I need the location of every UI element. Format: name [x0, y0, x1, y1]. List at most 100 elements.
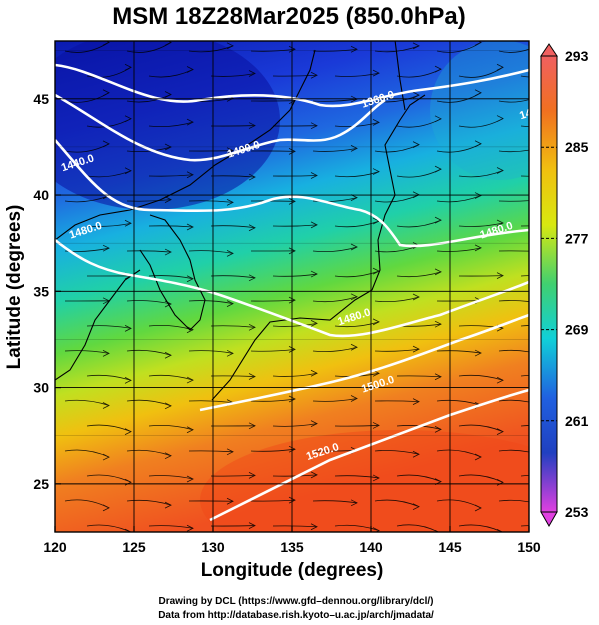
streamline — [312, 48, 358, 52]
streamline — [312, 246, 358, 253]
streamline-arrow — [350, 45, 358, 53]
streamline-arrow — [350, 194, 358, 201]
streamline-arrow — [248, 70, 256, 77]
streamline-arrow — [434, 216, 442, 224]
streamline-arrow — [164, 196, 172, 203]
streamline — [64, 399, 110, 406]
streamline-arrow — [559, 276, 565, 282]
streamline-arrow — [288, 148, 296, 155]
streamline-arrow — [164, 351, 172, 359]
streamline — [126, 499, 172, 506]
streamline — [334, 121, 380, 127]
streamline — [86, 325, 132, 329]
streamline-arrow — [372, 69, 380, 77]
streamline-arrow — [124, 428, 132, 436]
streamline-arrow — [164, 143, 172, 151]
streamline — [396, 375, 442, 378]
streamline-arrow — [372, 474, 380, 482]
streamline-arrow — [226, 349, 234, 357]
streamline-arrow — [537, 39, 543, 45]
colorbar-tick-label: 277 — [565, 230, 589, 246]
streamline — [374, 296, 420, 303]
streamline-arrow — [124, 528, 132, 532]
streamline — [272, 175, 318, 177]
streamline-arrow — [102, 244, 110, 252]
streamline-arrow — [372, 168, 380, 175]
streamline — [126, 199, 172, 202]
streamline — [126, 146, 172, 153]
contour-1500 — [199, 313, 529, 412]
streamline-arrow — [288, 296, 296, 304]
streamline — [188, 400, 234, 403]
streamline — [272, 224, 318, 227]
streamline-arrow — [474, 244, 482, 252]
streamline-arrow — [559, 224, 565, 230]
streamline — [520, 175, 529, 177]
streamline — [498, 48, 529, 53]
streamline-arrow — [124, 115, 132, 123]
credit-drawing: Drawing by DCL (https://www.gfd–dennou.o… — [158, 596, 433, 607]
streamline — [498, 349, 529, 353]
gridlines — [55, 41, 529, 532]
streamline — [458, 325, 504, 329]
streamline-arrow — [559, 171, 565, 177]
colorbar-max-arrow — [540, 43, 558, 57]
streamline — [210, 474, 256, 477]
streamline — [148, 174, 194, 177]
x-tick-label: 145 — [438, 539, 462, 555]
colorbar: 293 285 277 269 261 253 — [540, 43, 589, 528]
streamline-arrow — [102, 349, 110, 357]
streamline — [334, 270, 380, 278]
streamline-arrow — [288, 346, 296, 353]
streamline-arrow — [412, 503, 420, 511]
streamline-arrow — [248, 323, 256, 331]
streamline-arrow — [559, 66, 565, 72]
coastline-continent — [55, 49, 316, 241]
streamline-arrow — [496, 428, 504, 435]
streamline — [458, 222, 504, 227]
streamline-arrow — [434, 165, 442, 173]
streamline-arrow — [186, 118, 194, 126]
streamline — [334, 425, 380, 427]
streamline-arrow — [288, 496, 296, 504]
streamline-arrow — [372, 527, 380, 532]
streamline-arrow — [248, 522, 256, 529]
contour-1440 — [55, 139, 529, 248]
streamline-arrow — [226, 147, 234, 155]
x-axis: 120 125 130 135 140 145 150 — [43, 526, 541, 555]
streamline-arrow — [412, 398, 420, 405]
streamline-arrow — [248, 472, 256, 479]
streamline-arrow — [496, 272, 504, 279]
streamline-arrow — [226, 250, 234, 257]
streamline-arrow — [288, 395, 296, 403]
map-title: MSM 18Z28Mar2025 (850.0hPa) — [112, 3, 466, 30]
streamline-arrow — [248, 122, 256, 129]
streamline-arrow — [102, 140, 110, 148]
x-tick-label: 120 — [43, 539, 67, 555]
streamline — [334, 171, 380, 178]
warm-region — [200, 430, 529, 532]
streamline — [188, 45, 234, 53]
streamline-arrow — [559, 377, 565, 383]
streamline — [126, 300, 172, 305]
streamline — [374, 45, 420, 53]
streamline — [126, 399, 172, 407]
streamline — [498, 250, 529, 252]
streamline-arrow — [124, 325, 132, 332]
streamline — [520, 475, 529, 477]
streamline-arrow — [474, 453, 482, 461]
x-tick-label: 135 — [280, 539, 304, 555]
y-tick-label: 45 — [33, 91, 49, 107]
streamline-arrow — [434, 115, 442, 123]
streamline-arrow — [559, 526, 565, 532]
streamline-arrow — [288, 198, 296, 205]
streamline-arrow — [186, 275, 194, 283]
y-tick-label: 30 — [33, 380, 49, 396]
streamline-arrow — [350, 395, 358, 402]
colorbar-tick-label: 293 — [565, 48, 589, 64]
streamline — [374, 499, 420, 508]
streamline — [396, 474, 442, 483]
streamline — [498, 449, 529, 453]
streamline-arrow — [310, 270, 318, 278]
streamline — [312, 500, 358, 504]
